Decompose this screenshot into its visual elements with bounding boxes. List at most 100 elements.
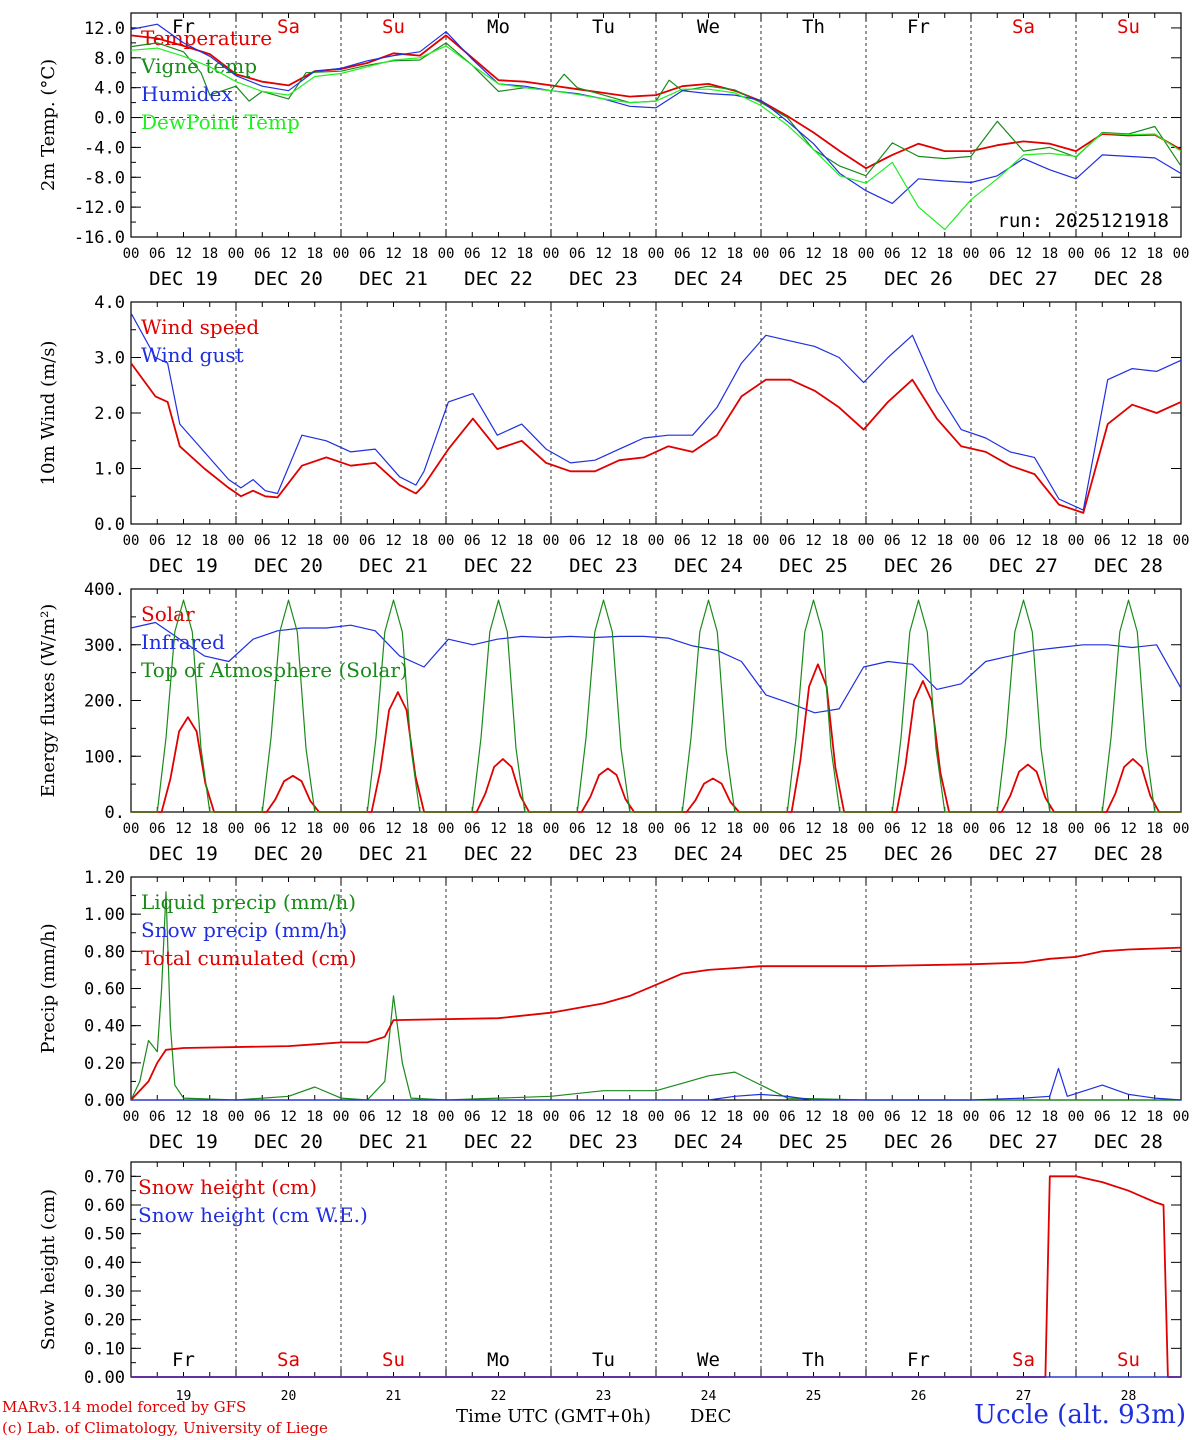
date-label: DEC 20	[254, 843, 323, 865]
date-label: DEC 28	[1094, 555, 1163, 577]
y-tick-label: -8.0	[84, 168, 125, 188]
y-tick-label: 1.00	[84, 905, 125, 925]
hour-tick-label: 18	[831, 246, 848, 262]
y-tick-label: 0.0	[94, 515, 125, 535]
series-line-snow-height-cm-	[131, 1175, 1181, 1378]
hour-tick-label: 12	[700, 821, 717, 837]
weekday-label: Mo	[487, 16, 510, 38]
weekday-label: We	[697, 16, 720, 38]
hour-tick-label: 06	[779, 246, 796, 262]
date-label: DEC 24	[674, 1131, 743, 1153]
y-tick-label: 0.10	[84, 1339, 125, 1359]
hour-tick-label: 06	[1094, 821, 1111, 837]
date-label: DEC 25	[779, 843, 848, 865]
hour-tick-label: 12	[280, 1109, 297, 1125]
hour-tick-label: 00	[1173, 246, 1190, 262]
day-number-label: 21	[386, 1389, 402, 1404]
y-tick-label: 0.70	[84, 1167, 125, 1187]
weekday-label: Su	[1117, 1349, 1140, 1371]
hour-tick-label: 06	[464, 821, 481, 837]
hour-tick-label: 18	[726, 246, 743, 262]
date-label: DEC 21	[359, 1131, 428, 1153]
hour-tick-label: 00	[438, 246, 455, 262]
date-label: DEC 27	[989, 268, 1058, 290]
day-number-label: 26	[911, 1389, 927, 1404]
hour-tick-label: 06	[254, 821, 271, 837]
hour-tick-label: 00	[753, 821, 770, 837]
series-line-temperature	[130, 34, 1182, 170]
hour-tick-label: 06	[674, 246, 691, 262]
hour-tick-label: 12	[490, 533, 507, 549]
hour-tick-label: 06	[674, 533, 691, 549]
weekday-label: Mo	[487, 1349, 510, 1371]
hour-tick-label: 00	[333, 1109, 350, 1125]
hour-tick-label: 06	[254, 1109, 271, 1125]
date-label: DEC 19	[149, 1131, 218, 1153]
date-label: DEC 21	[359, 843, 428, 865]
run-label: run: 2025121918	[997, 210, 1169, 232]
legend-entry: Vigne temp	[140, 54, 257, 78]
date-label: DEC 25	[779, 555, 848, 577]
hour-tick-label: 06	[464, 246, 481, 262]
y-tick-label: 0.	[105, 803, 125, 823]
date-label: DEC 23	[569, 555, 638, 577]
hour-tick-label: 06	[149, 1109, 166, 1125]
hour-tick-label: 18	[306, 246, 323, 262]
hour-tick-label: 06	[1094, 1109, 1111, 1125]
hour-tick-label: 06	[464, 533, 481, 549]
hour-tick-label: 12	[910, 533, 927, 549]
date-label: DEC 19	[149, 555, 218, 577]
hour-tick-label: 06	[569, 821, 586, 837]
hour-tick-label: 12	[385, 1109, 402, 1125]
hour-tick-label: 00	[1068, 821, 1085, 837]
hour-tick-label: 06	[359, 246, 376, 262]
hour-tick-label: 00	[963, 533, 980, 549]
y-axis-label: Snow height (cm)	[38, 1189, 59, 1350]
hour-tick-label: 18	[411, 246, 428, 262]
y-axis-label: 2m Temp. (°C)	[38, 59, 59, 191]
weekday-label: Fr	[907, 1349, 930, 1371]
hour-tick-label: 06	[884, 533, 901, 549]
series-line-top-of-atmosphere-solar-	[131, 599, 1181, 813]
hour-tick-label: 00	[333, 246, 350, 262]
hour-tick-label: 06	[359, 533, 376, 549]
y-tick-label: 0.80	[84, 942, 125, 962]
hour-tick-label: 00	[228, 821, 245, 837]
hour-tick-label: 00	[858, 1109, 875, 1125]
y-tick-label: -12.0	[74, 198, 125, 218]
hour-tick-label: 18	[726, 1109, 743, 1125]
weekday-label: Su	[1117, 16, 1140, 38]
y-tick-label: 0.20	[84, 1311, 125, 1331]
series-line-infrared	[130, 621, 1182, 714]
hour-tick-label: 12	[1120, 533, 1137, 549]
date-label: DEC 21	[359, 268, 428, 290]
hour-tick-label: 00	[753, 1109, 770, 1125]
hour-tick-label: 00	[963, 1109, 980, 1125]
date-label: DEC 20	[254, 1131, 323, 1153]
hour-tick-label: 18	[201, 1109, 218, 1125]
weekday-label: Sa	[277, 16, 300, 38]
hour-tick-label: 18	[936, 1109, 953, 1125]
hour-tick-label: 00	[1068, 246, 1085, 262]
hour-tick-label: 18	[621, 821, 638, 837]
date-label: DEC 28	[1094, 843, 1163, 865]
y-tick-label: 0.0	[94, 109, 125, 129]
hour-tick-label: 12	[175, 533, 192, 549]
hour-tick-label: 12	[280, 246, 297, 262]
hour-tick-label: 18	[1041, 533, 1058, 549]
y-tick-label: 0.60	[84, 1196, 125, 1216]
date-label: DEC 19	[149, 843, 218, 865]
legend-entry: Snow height (cm W.E.)	[138, 1203, 368, 1227]
hour-tick-label: 12	[805, 533, 822, 549]
hour-tick-label: 18	[201, 246, 218, 262]
hour-tick-label: 18	[1146, 533, 1163, 549]
hour-tick-label: 00	[123, 1109, 140, 1125]
date-label: DEC 24	[674, 268, 743, 290]
hour-tick-label: 00	[753, 533, 770, 549]
y-tick-label: 4.0	[94, 79, 125, 99]
hour-tick-label: 06	[569, 246, 586, 262]
hour-tick-label: 00	[123, 246, 140, 262]
hour-tick-label: 18	[1041, 821, 1058, 837]
y-tick-label: -16.0	[74, 228, 125, 248]
